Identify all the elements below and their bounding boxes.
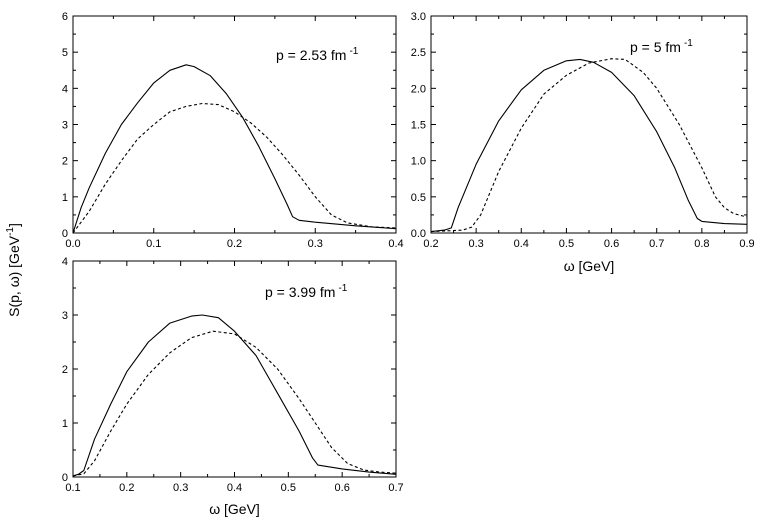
x-tick-label: 0.2 <box>423 238 438 250</box>
shared-y-axis-label-close: ] <box>6 223 22 227</box>
x-tick-label: 0.9 <box>739 238 754 250</box>
y-tick-label: 6 <box>62 11 68 23</box>
x-tick-label: 0.7 <box>388 482 403 494</box>
shared-y-axis-label-main: S(p, ω) [GeV <box>6 235 22 317</box>
y-tick-label: 2 <box>62 156 68 168</box>
y-tick-label: 0.5 <box>411 192 426 204</box>
series-line-dashed <box>72 102 397 234</box>
y-tick-label: 0 <box>62 228 68 240</box>
x-tick-label: 0.2 <box>227 238 242 250</box>
x-tick-label: 0.3 <box>308 238 323 250</box>
x-tick-label: 0.6 <box>335 482 350 494</box>
plot-frame <box>72 260 397 478</box>
x-axis-label: ω [GeV] <box>564 258 615 274</box>
y-tick-label: 2.0 <box>411 83 426 95</box>
y-tick-label: 4 <box>62 83 68 95</box>
series-line-solid <box>72 64 397 234</box>
chart-panel-top-right: 0.2 0.3 0.4 0.5 0.6 0.7 0.8 0.9 0.0 0.5 1.0 1.5 2.0 2… <box>411 11 755 274</box>
x-tick-label: 0.4 <box>388 238 403 250</box>
x-tick-label: 0.1 <box>146 238 161 250</box>
y-tick-label: 4 <box>62 256 68 268</box>
series-line-solid <box>430 58 748 233</box>
y-tick-label: 1 <box>62 418 68 430</box>
y-tick-label: 1 <box>62 192 68 204</box>
y-tick-label: 3 <box>62 120 68 132</box>
x-tick-label: 0.1 <box>65 482 80 494</box>
plot-frame <box>430 15 748 234</box>
chart-panel-bottom-left: 0.1 0.2 0.3 0.4 0.5 0.6 0.7 0 1 2 3 4 p = 3.99 fm -1 ω… <box>62 256 404 517</box>
y-tick-label: 1.5 <box>411 120 426 132</box>
y-tick-label: 3.0 <box>411 11 426 23</box>
y-tick-label: 5 <box>62 47 68 59</box>
x-tick-label: 0.4 <box>514 238 529 250</box>
y-tick-label: 1.0 <box>411 156 426 168</box>
x-tick-label: 0.3 <box>468 238 483 250</box>
x-tick-label: 0.7 <box>649 238 664 250</box>
series-line-dashed <box>72 330 397 477</box>
series-line-dashed <box>430 58 748 233</box>
x-tick-label: 0.5 <box>281 482 296 494</box>
x-axis-label: ω [GeV] <box>209 501 260 517</box>
x-tick-label: 0.3 <box>173 482 188 494</box>
panel-annotation: p = 5 fm -1 <box>630 38 693 55</box>
y-tick-label: 0 <box>62 472 68 484</box>
shared-y-axis-label-sup: -1 <box>5 227 16 236</box>
x-tick-label: 0.6 <box>604 238 619 250</box>
x-tick-label: 0.8 <box>694 238 709 250</box>
shared-y-axis-label: S(p, ω) [GeV-1] <box>5 223 22 317</box>
x-tick-label: 0.5 <box>559 238 574 250</box>
panel-annotation: p = 2.53 fm -1 <box>276 46 359 63</box>
y-tick-label: 0.0 <box>411 228 426 240</box>
chart-panel-top-left: 0.0 0.1 0.2 0.3 0.4 0 1 2 3 4 5 6 p = 2.53 fm -1 <box>62 11 404 250</box>
x-tick-label: 0.2 <box>119 482 134 494</box>
series-line-solid <box>72 314 397 477</box>
panel-annotation: p = 3.99 fm -1 <box>265 283 348 300</box>
y-tick-label: 3 <box>62 310 68 322</box>
y-tick-label: 2.5 <box>411 47 426 59</box>
x-tick-label: 0.4 <box>227 482 242 494</box>
x-tick-label: 0.0 <box>65 238 80 250</box>
y-tick-label: 2 <box>62 364 68 376</box>
